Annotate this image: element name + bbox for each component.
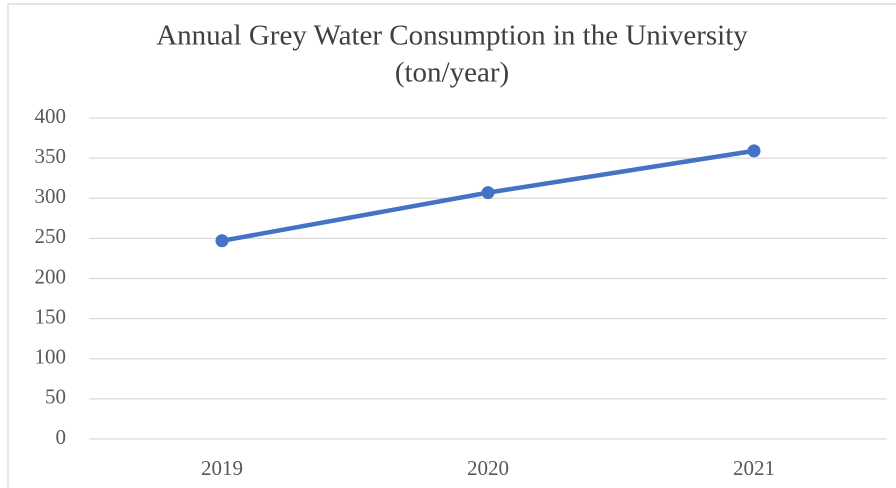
x-tick-label: 2019 bbox=[201, 456, 243, 480]
marker bbox=[747, 144, 761, 158]
y-tick-label: 150 bbox=[35, 304, 67, 328]
chart-title: Annual Grey Water Consumption in the Uni… bbox=[156, 20, 748, 52]
y-tick-label: 0 bbox=[56, 425, 67, 449]
y-tick-label: 400 bbox=[35, 104, 67, 128]
y-tick-label: 250 bbox=[35, 224, 67, 248]
marker bbox=[481, 186, 495, 200]
chart-frame bbox=[7, 3, 896, 488]
y-tick-label: 350 bbox=[35, 144, 67, 168]
y-tick-label: 50 bbox=[45, 385, 66, 409]
y-tick-label: 200 bbox=[35, 264, 67, 288]
x-tick-label: 2020 bbox=[467, 456, 509, 480]
x-tick-label: 2021 bbox=[733, 456, 775, 480]
y-tick-label: 100 bbox=[35, 345, 67, 369]
y-tick-label: 300 bbox=[35, 184, 67, 208]
marker bbox=[215, 234, 229, 248]
chart-title: (ton/year) bbox=[395, 57, 509, 89]
